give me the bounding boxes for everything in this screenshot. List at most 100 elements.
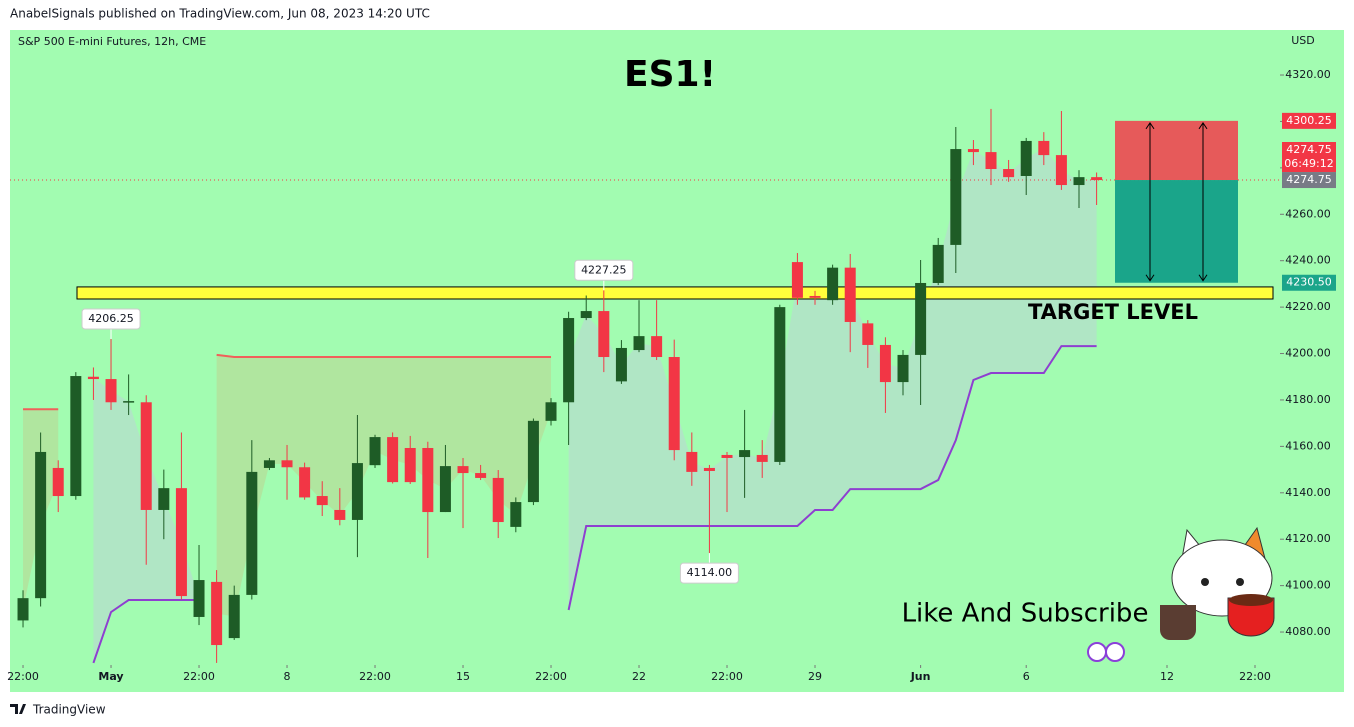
y-tick-label: 4160.00 [1285, 439, 1331, 452]
x-tick-label: Jun [910, 670, 931, 683]
candle-body [1073, 177, 1085, 186]
candle-body [967, 149, 979, 153]
candle-body [316, 496, 328, 506]
y-tick-label: 4220.00 [1285, 300, 1331, 313]
cat-mug [1227, 597, 1275, 637]
last-price: 4274.75 [1286, 143, 1332, 156]
candle-body [756, 454, 768, 462]
target-zone [76, 286, 1274, 300]
annotation-box [574, 259, 634, 281]
candle-body [211, 581, 223, 646]
trend-fill [216, 354, 552, 617]
candle-body [545, 402, 557, 421]
footer-logo [10, 704, 26, 714]
annotation-label: 4114.00 [687, 566, 733, 579]
subtitle: S&P 500 E-mini Futures, 12h, CME [18, 35, 206, 48]
x-tick-label: 6 [1023, 670, 1030, 683]
candle-body [281, 460, 293, 468]
entry-tag-box [1282, 172, 1336, 189]
y-tick-label: 4200.00 [1285, 347, 1331, 360]
x-tick-label: 22:00 [535, 670, 567, 683]
annotation-box [679, 562, 739, 584]
annotation-label: 4227.25 [581, 263, 627, 276]
candle-body [827, 267, 839, 301]
y-tick-label: 4320.00 [1285, 68, 1331, 81]
cat-eye [1201, 578, 1209, 586]
annotation-box [81, 308, 141, 330]
candle-body [651, 336, 663, 358]
candle-body [351, 463, 363, 520]
candle-body [739, 450, 751, 458]
candle-body [175, 488, 187, 597]
candle-body [17, 598, 29, 621]
candle-body [1091, 177, 1103, 181]
x-tick-label: 8 [284, 670, 291, 683]
candle-body [721, 454, 733, 458]
candle-body [105, 379, 117, 403]
candle-body [686, 451, 698, 472]
candle-body [1055, 155, 1067, 186]
candle-body [668, 357, 680, 451]
candle-body [527, 420, 539, 503]
candle-body [598, 311, 610, 358]
y-tick-label: 4080.00 [1285, 625, 1331, 638]
mascot [1160, 526, 1275, 640]
candle-body [52, 467, 64, 497]
cat-eye [1236, 578, 1244, 586]
candle-body [1038, 140, 1050, 156]
stop-tag: 4300.25 [1286, 114, 1332, 127]
candle-body [1020, 140, 1032, 176]
trend-line [216, 353, 552, 359]
arrow-head [1145, 121, 1155, 130]
trend-line [567, 345, 1097, 611]
icons [1087, 642, 1125, 662]
x-tick-label: 12 [1160, 670, 1174, 683]
arrow-head [1198, 274, 1208, 282]
candle-body [193, 580, 205, 617]
target-tag-box [1282, 274, 1336, 291]
y-axis-label: USD [1291, 34, 1315, 47]
candle-body [70, 376, 82, 497]
cat-pot [1160, 605, 1196, 640]
candle-body [791, 262, 803, 298]
candle-body [492, 477, 504, 523]
candle-body [510, 502, 522, 527]
countdown: 06:49:12 [1284, 157, 1333, 170]
candle-body [404, 447, 416, 483]
candle-body [1003, 169, 1015, 178]
y-tick-label: 4180.00 [1285, 393, 1331, 406]
candle-body [228, 594, 240, 639]
candle-body [703, 467, 715, 471]
arrow-head [1145, 274, 1155, 282]
last-price-box [1282, 142, 1336, 172]
entry-tag: 4274.75 [1286, 173, 1332, 186]
candle-body [369, 437, 381, 466]
candle-body [387, 437, 399, 483]
x-tick-label: 29 [808, 670, 822, 683]
candle-body [334, 509, 346, 520]
y-tick-label: 4100.00 [1285, 579, 1331, 592]
candle-body [844, 267, 856, 322]
candle-body [246, 471, 258, 595]
candle-body [263, 460, 275, 468]
candle-body [140, 402, 152, 510]
promo: Like And Subscribe [902, 599, 1149, 629]
candle-body [633, 336, 645, 351]
x-tick-label: 15 [456, 670, 470, 683]
stop-area [1115, 120, 1238, 181]
x-tick-label: 22:00 [183, 670, 215, 683]
annotation-label: 4206.25 [88, 312, 134, 325]
trend-fill [568, 148, 1097, 610]
candle-body [457, 466, 469, 474]
candle-body [475, 473, 487, 478]
candle-body [439, 466, 451, 513]
candle-body [123, 401, 135, 403]
stop-tag-box [1282, 112, 1336, 129]
y-tick-label: 4260.00 [1285, 207, 1331, 220]
candle-body [563, 318, 575, 403]
x-tick-label: 22:00 [1239, 670, 1271, 683]
candle-body [932, 244, 944, 283]
candle-body [879, 344, 891, 383]
